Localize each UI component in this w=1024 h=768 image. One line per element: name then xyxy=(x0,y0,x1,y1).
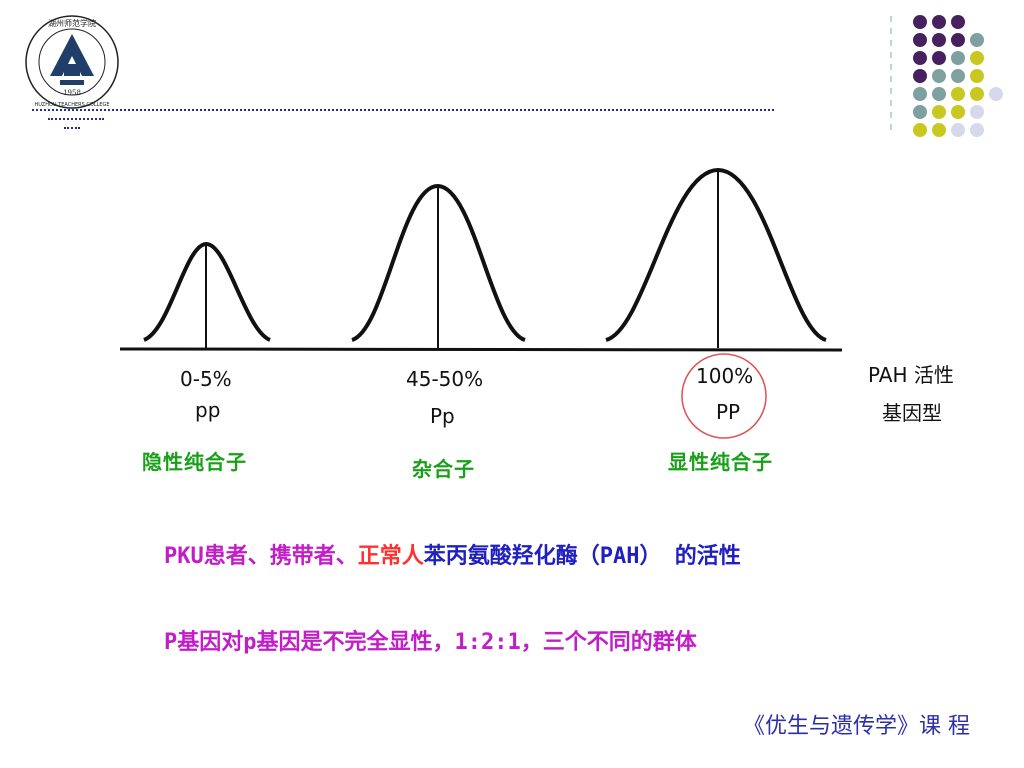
caption-line-1-part-3: 苯丙氨酸羟化酶（PAH） 的活性 xyxy=(423,544,741,569)
axis-label-genotype: 基因型 xyxy=(882,401,942,425)
decorative-dot xyxy=(970,69,984,83)
decorative-dot xyxy=(913,51,927,65)
decorative-dot xyxy=(951,123,965,137)
decorative-dot xyxy=(970,87,984,101)
decorative-dot xyxy=(913,105,927,119)
caption-line-1-part-1: PKU患者、携带者、 xyxy=(164,544,358,569)
decorative-dot xyxy=(913,69,927,83)
logo-name: 湖州师范学院 xyxy=(48,18,96,28)
decorative-dot xyxy=(951,69,965,83)
label-dominant-homozygote: 显性纯合子 xyxy=(668,450,773,474)
decorative-dot xyxy=(951,87,965,101)
label-recessive-homozygote: 隐性纯合子 xyxy=(142,450,247,474)
axis-label-activity: PAH 活性 xyxy=(868,363,954,387)
decorative-dot xyxy=(989,87,1003,101)
decorative-dot xyxy=(932,69,946,83)
header-dotted-line xyxy=(32,109,774,111)
highlight-circle xyxy=(681,353,767,439)
activity-pp: 0-5% xyxy=(180,367,232,391)
decorative-dot xyxy=(951,15,965,29)
decorative-dot-grid xyxy=(890,15,1003,137)
logo-english: HUZHOU TEACHERS COLLEGE xyxy=(34,102,109,108)
activity-axis xyxy=(119,347,843,352)
decorative-dot xyxy=(932,105,946,119)
decorative-dot xyxy=(951,33,965,47)
decorative-dot xyxy=(913,123,927,137)
decorative-dot xyxy=(932,15,946,29)
decorative-dot xyxy=(951,105,965,119)
decorative-dot xyxy=(913,87,927,101)
course-title: 《优生与遗传学》课 程 xyxy=(743,714,970,739)
header-dotted-line-shorter xyxy=(64,127,80,129)
decorative-dot xyxy=(970,33,984,47)
college-logo: 1958 湖州师范学院 HUZHOU TEACHERS COLLEGE xyxy=(25,15,119,109)
decorative-dot xyxy=(951,51,965,65)
activity-Pp: 45-50% xyxy=(406,367,484,391)
caption-line-1-part-2: 正常人 xyxy=(357,544,424,569)
genotype-Pp: Pp xyxy=(430,404,455,428)
genotype-PP: PP xyxy=(716,400,741,424)
caption-line-1: PKU患者、携带者、正常人苯丙氨酸羟化酶（PAH） 的活性 xyxy=(164,538,741,570)
label-heterozygote: 杂合子 xyxy=(412,457,475,481)
decorative-dot xyxy=(932,51,946,65)
decorative-dot xyxy=(913,15,927,29)
activity-distribution-figure xyxy=(119,167,843,439)
logo-year: 1958 xyxy=(63,89,81,97)
header-dotted-line-short xyxy=(48,118,104,120)
decorative-dot xyxy=(970,51,984,65)
decorative-dot xyxy=(970,105,984,119)
decorative-dot xyxy=(932,87,946,101)
decorative-dot xyxy=(913,33,927,47)
decorative-dot xyxy=(970,123,984,137)
activity-PP: 100% xyxy=(696,364,754,388)
genotype-pp: pp xyxy=(195,398,221,422)
caption-line-2: P基因对p基因是不完全显性，1:2:1，三个不同的群体 xyxy=(164,630,697,655)
curve-PP xyxy=(605,167,827,342)
decorative-dot xyxy=(932,33,946,47)
curve-Pp xyxy=(351,183,526,342)
decorative-dot xyxy=(932,123,946,137)
curve-pp xyxy=(143,241,272,342)
